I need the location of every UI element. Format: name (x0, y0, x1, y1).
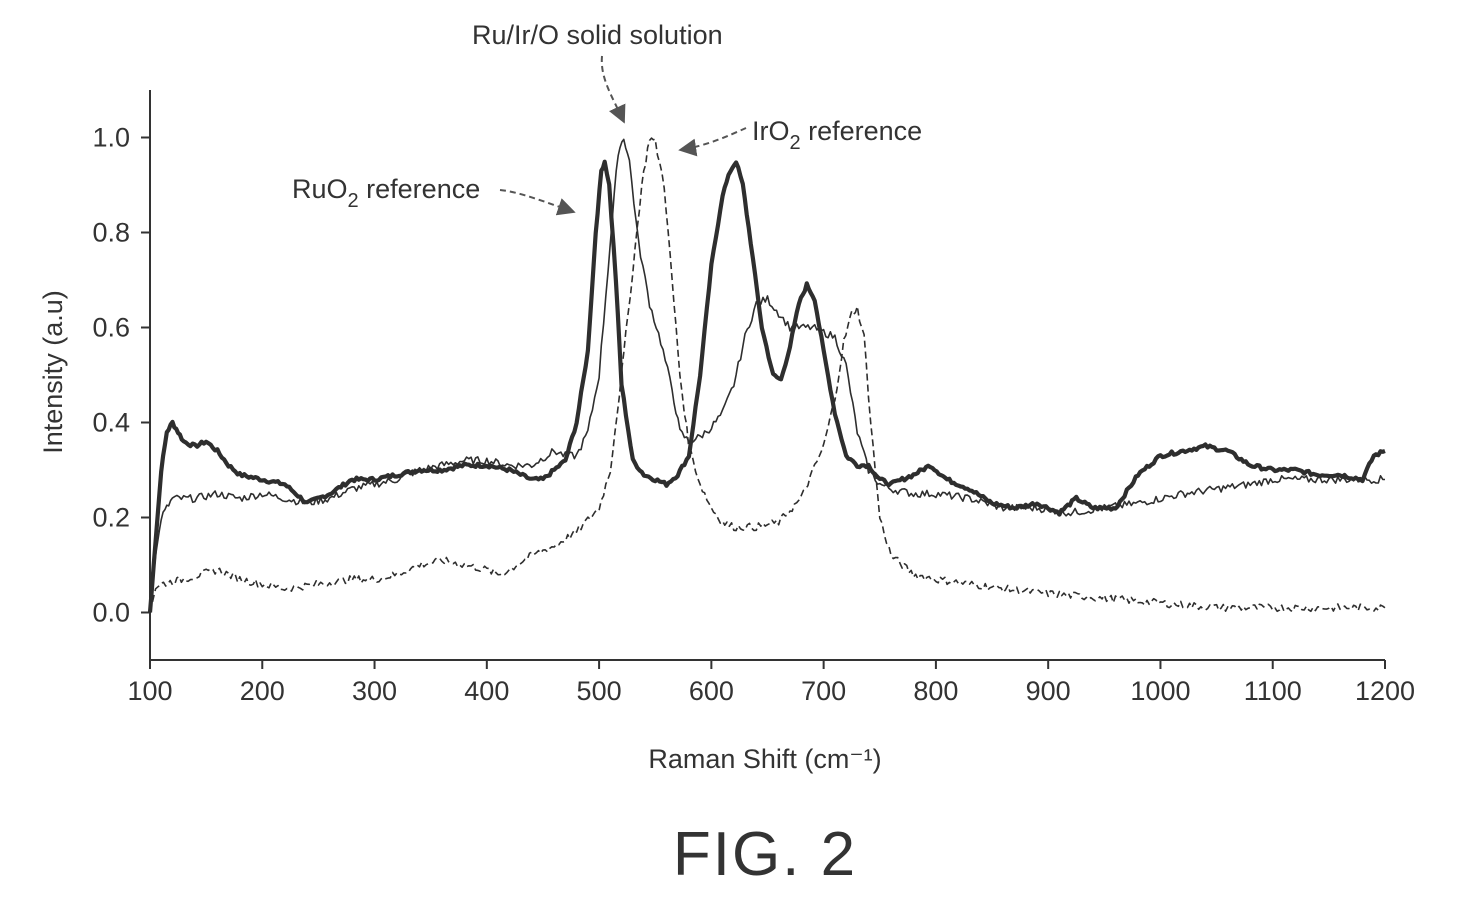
x-tick-label: 400 (464, 676, 509, 706)
annotation-ru-ir-o-label: Ru/Ir/O solid solution (472, 20, 723, 50)
x-tick-label: 300 (352, 676, 397, 706)
figure-caption: FIG. 2 (673, 820, 857, 889)
annotation-ruo2-arrow (499, 189, 576, 216)
x-tick-label: 900 (1026, 676, 1071, 706)
y-tick-label: 0.8 (92, 218, 130, 248)
series-line-thin-solid (149, 138, 1386, 613)
y-ticks: 0.0 0.2 0.4 0.6 0.8 1.0 (92, 123, 150, 628)
plot-area: 100 200 300 400 500 600 700 800 900 1000 1100 1200 … (92, 90, 1415, 706)
y-tick-label: 0.0 (92, 598, 130, 628)
y-tick-label: 0.4 (92, 408, 130, 438)
annotation-iro2-label: IrO2 reference (752, 116, 922, 154)
series-line-thick-solid (147, 159, 1386, 613)
x-tick-label: 700 (801, 676, 846, 706)
y-tick-label: 0.6 (92, 313, 130, 343)
y-tick-label: 0.2 (92, 503, 130, 533)
series-line-dashed (149, 137, 1386, 613)
x-tick-label: 200 (240, 676, 285, 706)
series-group (147, 137, 1386, 613)
x-axis-title: Raman Shift (cm⁻¹) (648, 744, 881, 774)
x-tick-label: 1100 (1244, 676, 1302, 706)
x-tick-label: 1200 (1355, 676, 1415, 706)
annotation-ruo2-label: RuO2 reference (292, 174, 480, 212)
x-tick-label: 600 (689, 676, 734, 706)
x-tick-label: 500 (577, 676, 622, 706)
y-axis-title: Intensity (a.u) (38, 290, 68, 454)
annotation-iro2-arrow (678, 127, 747, 157)
x-tick-label: 800 (913, 676, 958, 706)
x-tick-label: 1000 (1130, 676, 1190, 706)
annotation-ru-ir-o-arrow (600, 55, 626, 124)
x-tick-label: 100 (127, 676, 172, 706)
y-tick-label: 1.0 (92, 123, 130, 153)
annotations: Ru/Ir/O solid solution IrO2 reference Ru… (292, 20, 922, 216)
x-ticks: 100 200 300 400 500 600 700 800 900 1000 1100 1200 (127, 660, 1415, 706)
